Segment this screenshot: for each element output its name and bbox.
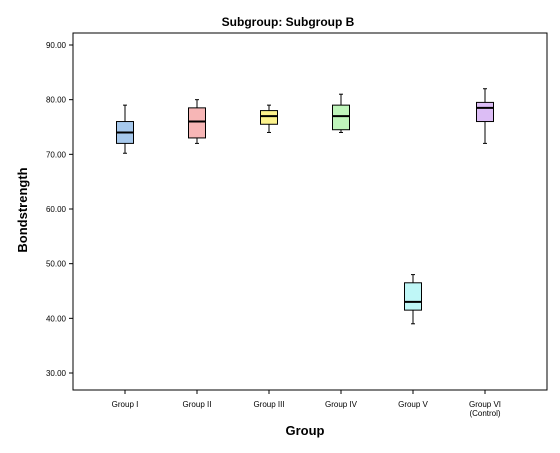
box-iqr <box>404 282 422 311</box>
box-iqr <box>188 107 206 139</box>
x-axis-label: Group <box>286 423 325 438</box>
y-tick-label: 80.00 <box>46 96 67 105</box>
x-tick-sublabel: (Control) <box>469 409 500 418</box>
y-tick-label: 60.00 <box>46 205 67 214</box>
x-tick-label: Group II <box>183 400 212 409</box>
box-group <box>260 104 278 133</box>
box-group <box>332 93 350 133</box>
box-iqr <box>476 101 494 123</box>
box-iqr <box>260 110 278 125</box>
y-tick-label: 40.00 <box>46 314 67 323</box>
y-tick-label: 30.00 <box>46 369 67 378</box>
box-group <box>404 274 422 325</box>
x-tick-label: Group IV <box>325 400 358 409</box>
boxplot-series <box>116 88 494 325</box>
x-tick-label: Group V <box>398 400 428 409</box>
y-tick-label: 50.00 <box>46 260 67 269</box>
x-tick-label: Group III <box>253 400 284 409</box>
box-group <box>476 88 494 144</box>
x-tick-label: Group VI <box>469 400 501 409</box>
box-group <box>116 104 134 154</box>
chart-title: Subgroup: Subgroup B <box>222 15 355 29</box>
x-axis: Group I Group II Group III Group IV Group V G… <box>112 390 501 418</box>
y-tick-label: 90.00 <box>46 41 67 50</box>
y-axis-label: Bondstrength <box>15 167 30 252</box>
y-axis: 30.00 40.00 50.00 60.00 70.00 80.00 90.00 <box>46 41 73 378</box>
plot-area-frame <box>72 32 548 391</box>
y-tick-label: 70.00 <box>46 150 67 159</box>
box-group <box>188 99 206 144</box>
x-tick-label: Group I <box>112 400 139 409</box>
box-iqr <box>332 104 350 131</box>
